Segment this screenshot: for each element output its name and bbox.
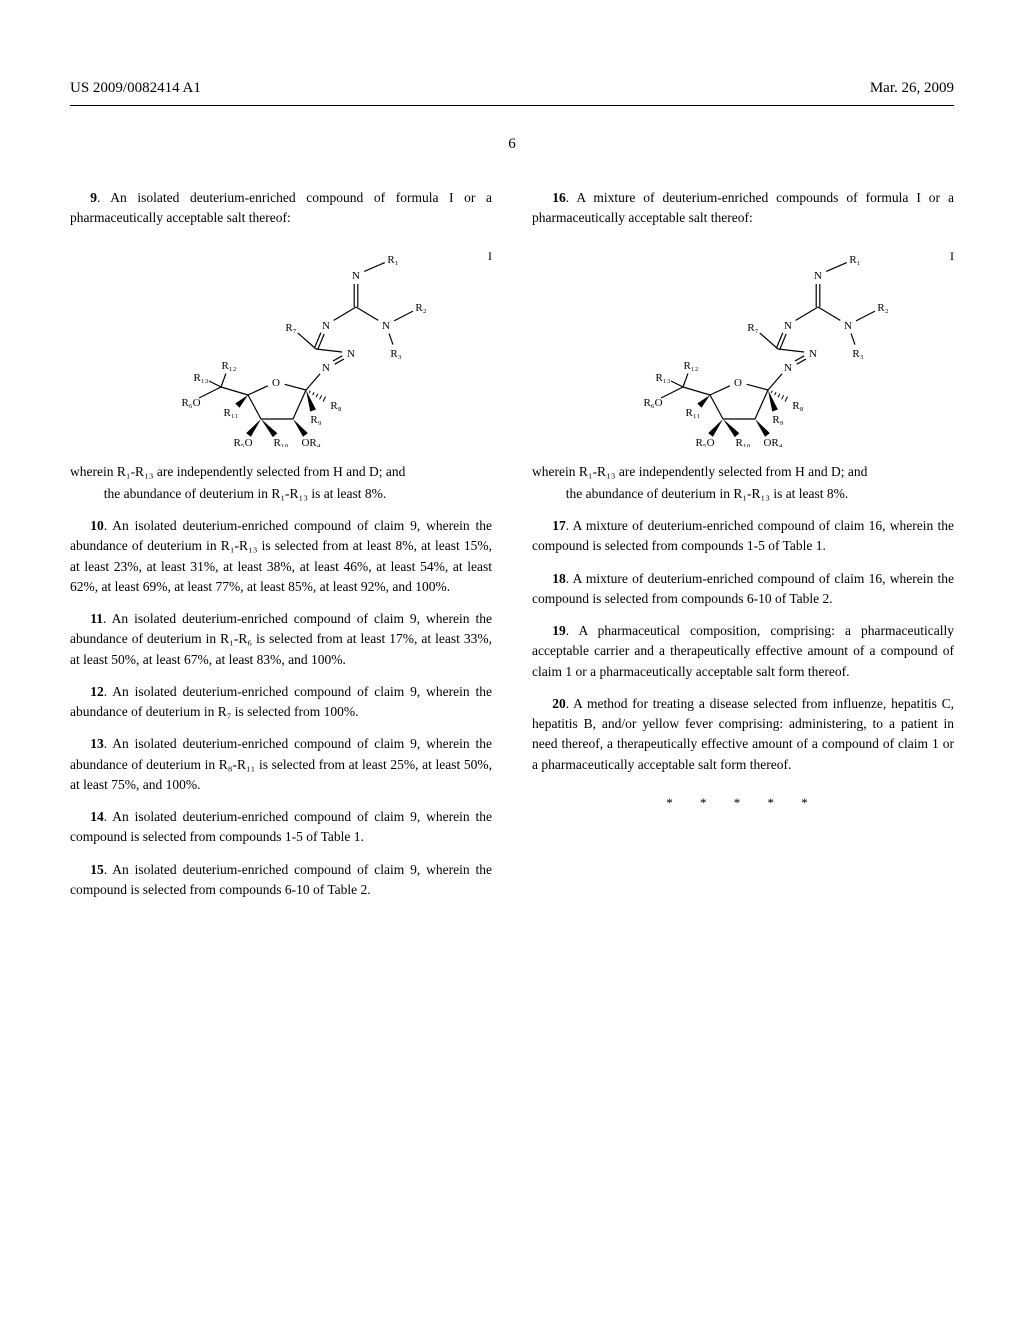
svg-text:R₁₂: R₁₂ — [683, 360, 698, 372]
claim-15: 15. An isolated deuterium-enriched compo… — [70, 860, 492, 901]
claim-18: 18. A mixture of deuterium-enriched comp… — [532, 569, 954, 610]
svg-text:N: N — [844, 320, 852, 332]
svg-text:N: N — [347, 348, 355, 360]
svg-text:R₁₃: R₁₃ — [655, 372, 670, 384]
svg-text:OR₄: OR₄ — [763, 437, 782, 447]
page-number: 6 — [70, 136, 954, 153]
svg-text:R₂: R₂ — [415, 302, 426, 314]
svg-text:R₁: R₁ — [849, 254, 860, 266]
two-column-layout: 9. An isolated deuterium-enriched compou… — [70, 188, 954, 912]
svg-text:R₁: R₁ — [387, 254, 398, 266]
svg-text:R₁₀: R₁₀ — [735, 437, 750, 447]
svg-text:O: O — [272, 377, 280, 389]
svg-text:R₉: R₉ — [772, 414, 783, 426]
formula-label: I — [488, 247, 492, 265]
svg-text:R₈: R₈ — [330, 400, 341, 412]
claim-12: 12. An isolated deuterium-enriched compo… — [70, 682, 492, 723]
svg-text:N: N — [784, 362, 792, 374]
chemical-structure-1: N R₁ N N R₂ R₃ N R₇ N O R₁₂ R₁₃ R₆O R₁₁ R₈ R₉ R₁₀ R₅O OR₄ — [121, 247, 441, 447]
svg-text:R₂: R₂ — [877, 302, 888, 314]
formula-1-container: I NR₁NNR₂R₃NR₇NOR₁₂R₁₃R₆OR₁₁R₈R₉R₁₀R₅OOR… — [70, 247, 492, 442]
end-mark: * * * * * — [532, 793, 954, 813]
claim-14: 14. An isolated deuterium-enriched compo… — [70, 807, 492, 848]
right-column: 16. A mixture of deuterium-enriched comp… — [532, 188, 954, 912]
svg-text:R₁₁: R₁₁ — [685, 407, 700, 419]
claim-9-wherein: wherein R₁-R₁₃ are independently selecte… — [70, 462, 492, 482]
svg-text:R₁₀: R₁₀ — [273, 437, 288, 447]
svg-text:R₃: R₃ — [390, 348, 401, 360]
claim-9-intro: 9. An isolated deuterium-enriched compou… — [70, 188, 492, 229]
left-column: 9. An isolated deuterium-enriched compou… — [70, 188, 492, 912]
formula-2-container: I NR₁NNR₂R₃NR₇NOR₁₂R₁₃R₆OR₁₁R₈R₉R₁₀R₅OOR… — [532, 247, 954, 442]
svg-text:R₅O: R₅O — [233, 437, 252, 447]
claim-13: 13. An isolated deuterium-enriched compo… — [70, 734, 492, 795]
svg-text:R₅O: R₅O — [695, 437, 714, 447]
claim-17: 17. A mixture of deuterium-enriched comp… — [532, 516, 954, 557]
claim-16-wherein: wherein R₁-R₁₃ are independently selecte… — [532, 462, 954, 482]
svg-text:R₆O: R₆O — [643, 397, 662, 409]
page-header: US 2009/0082414 A1 Mar. 26, 2009 — [70, 80, 954, 97]
claim-19: 19. A pharmaceutical composition, compri… — [532, 621, 954, 682]
claim-9-sub: the abundance of deuterium in R₁-R₁₃ is … — [70, 484, 492, 504]
claim-20: 20. A method for treating a disease sele… — [532, 694, 954, 775]
svg-text:N: N — [809, 348, 817, 360]
svg-text:N: N — [382, 320, 390, 332]
svg-text:R₃: R₃ — [852, 348, 863, 360]
doc-number: US 2009/0082414 A1 — [70, 80, 201, 97]
svg-text:R₇: R₇ — [747, 322, 758, 334]
svg-text:R₁₃: R₁₃ — [193, 372, 208, 384]
formula-label-2: I — [950, 247, 954, 265]
svg-text:R₉: R₉ — [310, 414, 321, 426]
svg-text:N: N — [322, 362, 330, 374]
svg-text:R₆O: R₆O — [181, 397, 200, 409]
chemical-structure-2: N R₁ N N R₂ R₃ N R₇ N O R₁₂ R₁₃ R₆O R₁₁ R₈ R₉ R₁₀ R₅O OR₄ — [583, 247, 903, 447]
claim-16-intro: 16. A mixture of deuterium-enriched comp… — [532, 188, 954, 229]
svg-text:N: N — [322, 320, 330, 332]
claim-16-sub: the abundance of deuterium in R₁-R₁₃ is … — [532, 484, 954, 504]
svg-text:N: N — [784, 320, 792, 332]
svg-text:N: N — [352, 270, 360, 282]
svg-text:O: O — [734, 377, 742, 389]
svg-text:R₇: R₇ — [285, 322, 296, 334]
claim-11: 11. An isolated deuterium-enriched compo… — [70, 609, 492, 670]
svg-text:R₁₂: R₁₂ — [221, 360, 236, 372]
claim-10: 10. An isolated deuterium-enriched compo… — [70, 516, 492, 597]
svg-text:R₁₁: R₁₁ — [223, 407, 238, 419]
svg-text:OR₄: OR₄ — [301, 437, 320, 447]
svg-text:N: N — [814, 270, 822, 282]
svg-text:R₈: R₈ — [792, 400, 803, 412]
doc-date: Mar. 26, 2009 — [870, 80, 954, 97]
header-divider — [70, 105, 954, 106]
